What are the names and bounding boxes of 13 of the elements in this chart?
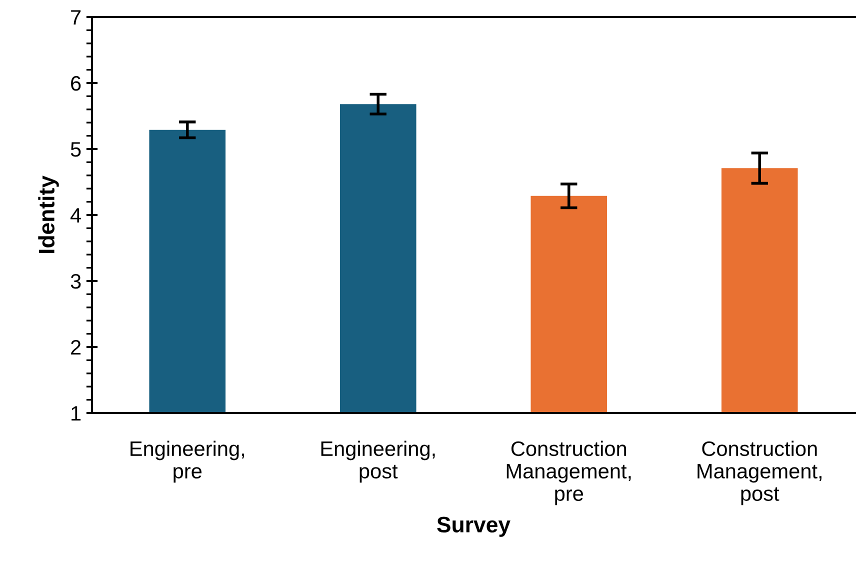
y-tick-label: 6 [71,76,81,91]
x-tick-label: Engineering, pre [130,440,244,483]
y-tick-label: 4 [70,208,81,223]
x-axis-title: Survey [437,516,510,537]
y-tick-label: 7 [71,10,81,25]
x-tick-label: Construction Management, post [698,440,822,506]
y-tick-label: 3 [70,274,81,289]
y-tick-label: 2 [71,340,81,355]
x-tick-label: Construction Management, pre [506,440,631,506]
y-tick-label: 1 [72,406,81,421]
x-tick-label: Engineering, post [321,440,435,483]
y-axis-title: Identity [38,176,59,254]
y-tick-label: 5 [70,142,81,157]
